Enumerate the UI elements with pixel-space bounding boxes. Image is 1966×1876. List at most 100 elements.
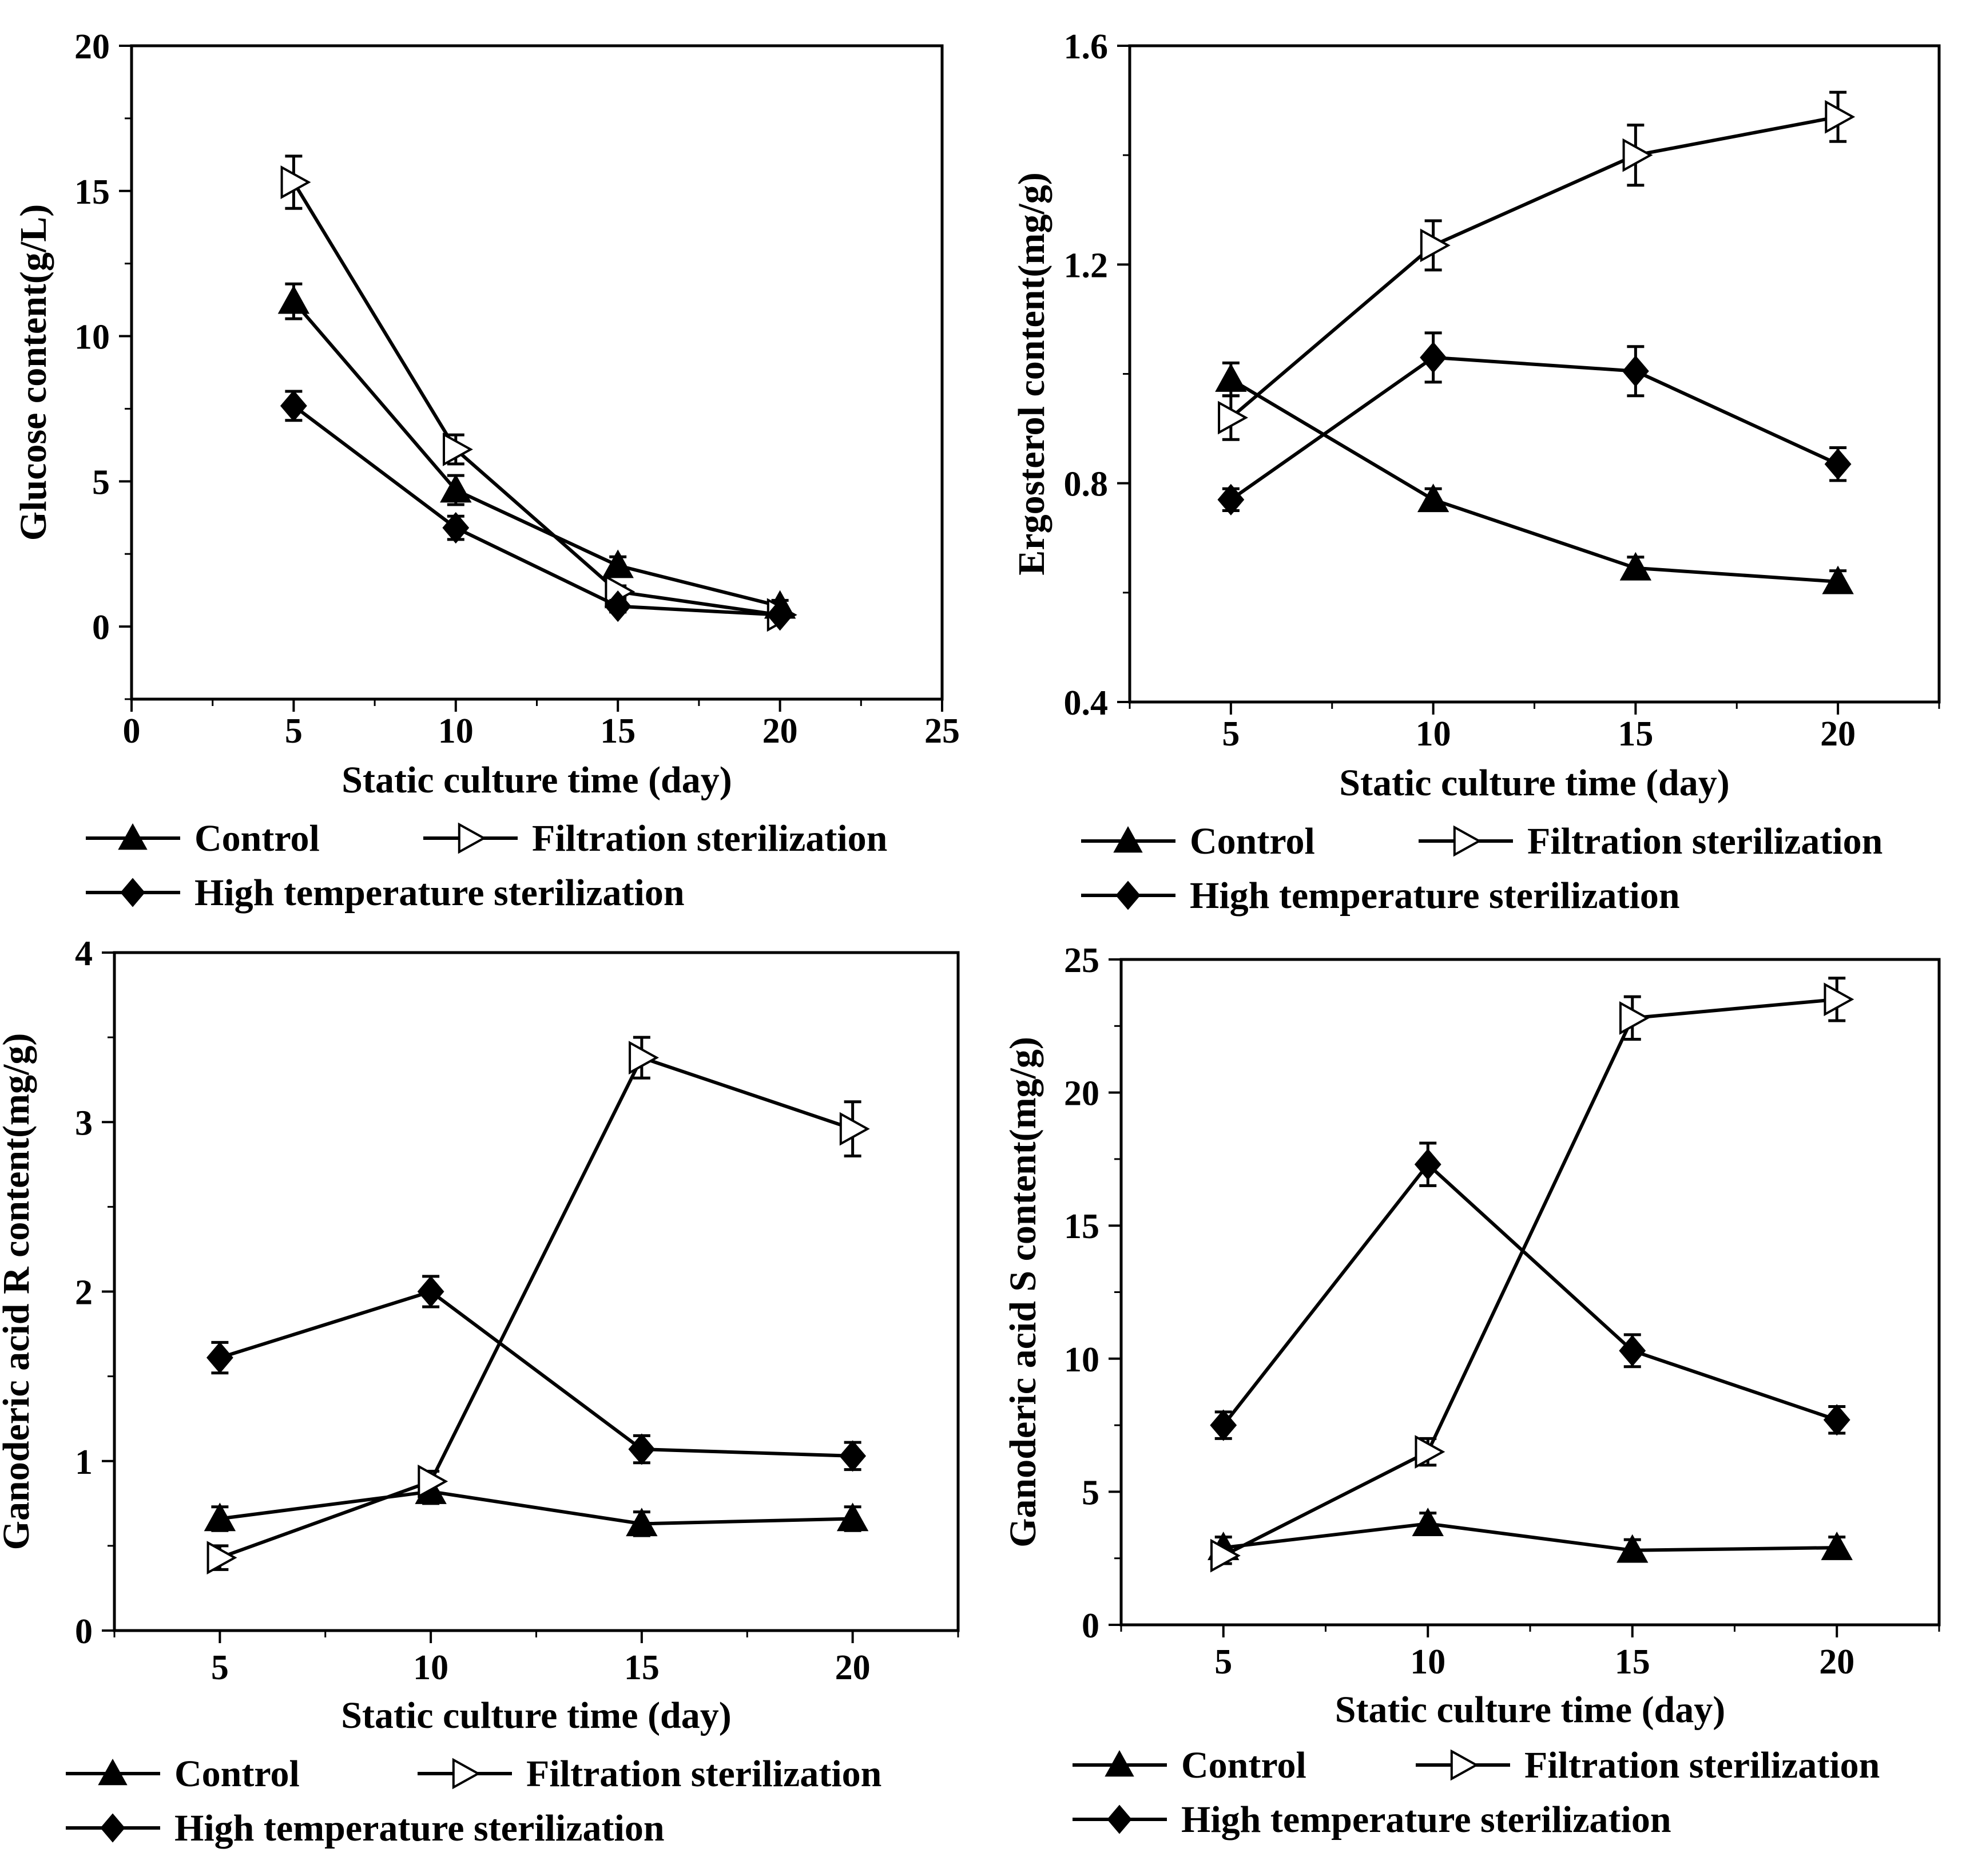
legend-marker-high_temp — [1107, 1804, 1132, 1834]
data-point-control — [836, 1502, 869, 1532]
y-axis-label: Ganoderic acid R content(mg/g) — [0, 1033, 37, 1550]
x-axis-label: Static culture time (day) — [1335, 1689, 1725, 1731]
data-point-filtration — [280, 165, 311, 199]
data-point-control — [602, 549, 634, 578]
x-tick-label: 15 — [1618, 715, 1653, 753]
legend-marker-filtration — [452, 1758, 481, 1790]
series-line-control — [219, 1490, 853, 1526]
chart-ganoderic_r: 5 10 15 20 0 1 2 3 4 Static culture time (day) Gan… — [0, 934, 960, 1849]
legend-entry-filtration: Filtration sterilization — [1419, 820, 1882, 862]
series-line-filtration — [292, 181, 781, 617]
data-point-high_temp — [206, 1342, 233, 1374]
x-tick-label: 20 — [1820, 715, 1856, 753]
series-line-filtration — [219, 1056, 853, 1560]
y-tick-label: 25 — [1064, 941, 1099, 980]
data-point-filtration — [1420, 228, 1451, 263]
x-tick-label: 20 — [1819, 1643, 1854, 1681]
x-tick-label: 10 — [438, 712, 474, 751]
data-point-filtration — [443, 433, 473, 466]
y-tick-label: 15 — [1064, 1207, 1099, 1246]
series-line-filtration — [1229, 115, 1838, 419]
plot-frame — [1119, 958, 1941, 1627]
y-tick-label: 1.6 — [1064, 27, 1109, 66]
y-tick-label: 0 — [1082, 1607, 1099, 1645]
data-point-control — [440, 474, 472, 503]
x-tick-label: 5 — [1214, 1643, 1232, 1681]
data-point-high_temp — [1622, 355, 1649, 387]
legend-marker-high_temp — [1115, 881, 1141, 910]
x-tick-label: 5 — [211, 1648, 229, 1687]
data-point-high_temp — [604, 590, 631, 622]
legend-entry-control: Control — [86, 818, 320, 859]
series-line-control — [292, 300, 781, 608]
legend-entry-high_temp: High temperature sterilization — [66, 1807, 665, 1849]
data-point-control — [1617, 1534, 1649, 1563]
y-tick-label: 0 — [92, 608, 110, 647]
legend-label-high_temp: High temperature sterilization — [1190, 875, 1680, 917]
data-point-high_temp — [1217, 483, 1245, 515]
plot-frame — [1128, 44, 1941, 704]
data-point-filtration — [1218, 400, 1248, 435]
legend-entry-control: Control — [66, 1753, 300, 1795]
data-point-filtration — [418, 1464, 448, 1498]
data-point-high_temp — [1823, 1404, 1850, 1436]
series-line-control — [1230, 378, 1838, 584]
series-line-filtration — [1222, 997, 1837, 1557]
legend-label-control: Control — [174, 1753, 300, 1795]
legend-marker-filtration — [458, 822, 487, 854]
data-point-filtration — [839, 1112, 870, 1146]
legend-label-high_temp: High temperature sterilization — [1181, 1799, 1671, 1841]
legend-entry-filtration: Filtration sterilization — [1416, 1744, 1880, 1786]
legend-entry-control: Control — [1073, 1744, 1306, 1786]
legend-label-filtration: Filtration sterilization — [1527, 820, 1882, 862]
legend-marker-control — [98, 1758, 128, 1786]
data-point-control — [1215, 363, 1247, 392]
series-line-control — [1223, 1522, 1837, 1552]
x-tick-label: 5 — [285, 712, 303, 751]
legend-entry-filtration: Filtration sterilization — [418, 1753, 881, 1795]
data-point-control — [1412, 1508, 1444, 1537]
x-tick-label: 20 — [762, 712, 798, 751]
series-filtration — [280, 154, 797, 632]
y-tick-label: 15 — [74, 173, 110, 212]
x-tick-label: 15 — [624, 1648, 660, 1687]
x-tick-label: 20 — [835, 1648, 871, 1687]
data-point-control — [626, 1508, 658, 1537]
legend-entry-high_temp: High temperature sterilization — [86, 872, 685, 914]
y-tick-label: 4 — [75, 934, 93, 973]
series-filtration — [1210, 977, 1854, 1573]
chart-ganoderic_s: 5 10 15 20 0 5 10 15 20 25 Static culture time (da… — [1002, 941, 1941, 1841]
series-line-high_temp — [292, 404, 780, 617]
data-point-high_temp — [628, 1433, 656, 1465]
legend: Control Filtration sterilization High temp… — [86, 818, 887, 914]
x-tick-label: 10 — [1416, 715, 1451, 753]
series-filtration — [1218, 90, 1856, 441]
data-point-high_temp — [1420, 342, 1447, 374]
x-axis-label: Static culture time (day) — [1339, 762, 1729, 804]
legend-label-control: Control — [1190, 820, 1315, 862]
legend-marker-high_temp — [100, 1813, 125, 1843]
y-axis-label: Ganoderic acid S content(mg/g) — [1002, 1037, 1044, 1548]
x-tick-label: 10 — [413, 1648, 448, 1687]
legend-entry-control: Control — [1081, 820, 1315, 862]
series-control — [1208, 1508, 1853, 1563]
legend-label-filtration: Filtration sterilization — [526, 1753, 881, 1795]
legend-marker-control — [1105, 1750, 1134, 1777]
legend-marker-filtration — [1453, 825, 1482, 857]
y-tick-label: 20 — [74, 27, 110, 66]
data-point-high_temp — [1210, 1409, 1237, 1441]
series-filtration — [206, 1036, 870, 1575]
legend-marker-high_temp — [120, 878, 145, 907]
x-tick-label: 10 — [1410, 1643, 1445, 1681]
legend-label-control: Control — [1181, 1744, 1306, 1786]
legend-entry-high_temp: High temperature sterilization — [1073, 1799, 1671, 1841]
series-high_temp — [1217, 331, 1852, 515]
chart-ergosterol: 5 10 15 20 0.4 0.8 1.2 1.6 Static culture time (… — [1011, 27, 1941, 917]
data-point-filtration — [206, 1541, 237, 1575]
series-high_temp — [1210, 1141, 1850, 1441]
data-point-control — [1417, 483, 1449, 513]
data-point-control — [204, 1502, 236, 1532]
y-tick-label: 0 — [75, 1612, 93, 1651]
plot-frame — [113, 951, 960, 1632]
legend: Control Filtration sterilization High temp… — [66, 1753, 881, 1849]
